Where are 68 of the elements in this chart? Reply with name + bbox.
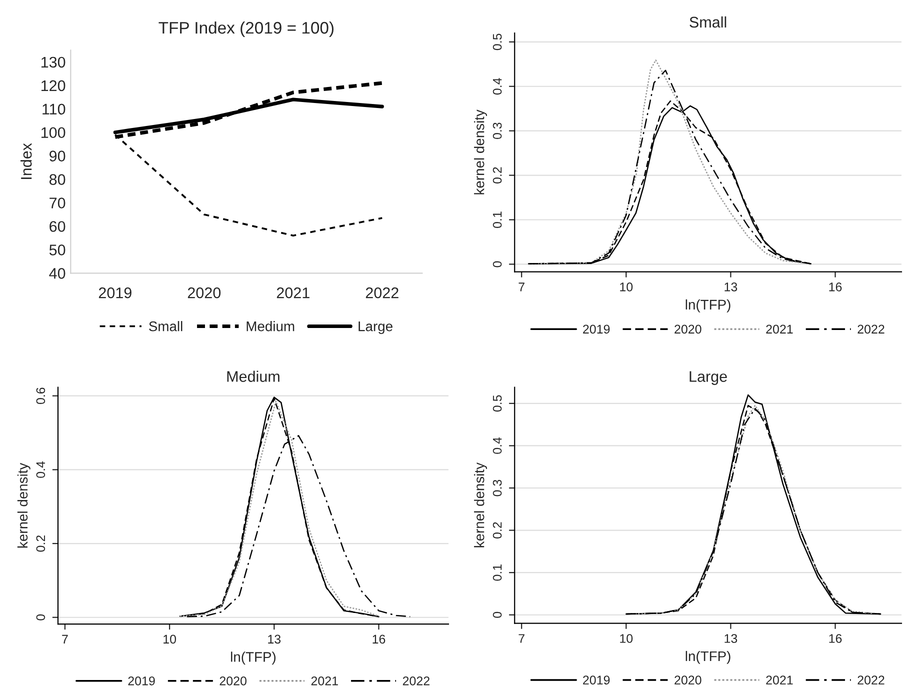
x-tick-label: 13 xyxy=(724,634,738,643)
y-tick-label: 0 xyxy=(492,261,502,268)
y-tick-label: 80 xyxy=(49,174,66,185)
y-tick-label: 0.1 xyxy=(492,564,502,581)
y-axis-title: kernel density xyxy=(17,462,30,548)
legend-label: 2021 xyxy=(766,324,793,334)
legend-label: 2021 xyxy=(311,676,338,686)
x-axis-title: ln(TFP) xyxy=(686,299,730,312)
y-tick-label: 0 xyxy=(492,612,502,618)
y-tick-label: 70 xyxy=(50,198,66,208)
legend-label: Medium xyxy=(246,321,294,332)
chart-title: Medium xyxy=(227,370,280,382)
x-tick-label: 10 xyxy=(620,282,633,292)
x-axis-title: ln(TFP) xyxy=(686,650,730,664)
chart-title: Small xyxy=(690,16,726,28)
x-tick-label: 2019 xyxy=(98,287,132,298)
x-tick-label: 16 xyxy=(829,282,842,292)
x-tick-label: 2022 xyxy=(366,287,398,298)
legend-label: 2020 xyxy=(674,324,702,334)
y-tick-label: 40 xyxy=(49,268,66,279)
y-tick-label: 0.4 xyxy=(492,437,502,454)
x-tick-label: 13 xyxy=(724,282,738,292)
y-tick-label: 0.4 xyxy=(492,78,502,95)
chart-title: TFP Index (2019 = 100) xyxy=(158,21,334,38)
legend-label: 2019 xyxy=(583,676,610,684)
x-tick-label: 7 xyxy=(62,634,68,644)
x-tick-label: 10 xyxy=(620,634,633,643)
y-tick-label: 0.3 xyxy=(492,122,502,140)
y-tick-label: 0.5 xyxy=(492,395,502,412)
y-tick-label: 0.3 xyxy=(492,480,502,496)
legend-label: Small xyxy=(149,321,182,332)
y-tick-label: 0.6 xyxy=(36,388,46,404)
legend-label: Large xyxy=(358,322,392,334)
y-tick-label: 60 xyxy=(50,221,66,232)
y-tick-label: 90 xyxy=(50,150,66,162)
y-tick-label: 0.2 xyxy=(36,535,46,552)
y-tick-label: 50 xyxy=(49,244,66,256)
legend-label: 2022 xyxy=(858,676,884,684)
x-tick-label: 2020 xyxy=(188,287,221,298)
legend-label: 2021 xyxy=(766,676,793,684)
y-tick-label: 0 xyxy=(36,614,46,620)
legend-label: 2019 xyxy=(128,676,155,686)
y-tick-label: 120 xyxy=(41,80,66,92)
chart-title: Large xyxy=(690,371,727,385)
x-tick-label: 10 xyxy=(164,634,176,644)
y-tick-label: 0.1 xyxy=(492,212,502,228)
legend-label: 2019 xyxy=(583,324,610,334)
y-tick-label: 0.5 xyxy=(492,34,502,50)
legend-label: 2022 xyxy=(858,324,884,334)
y-tick-label: 100 xyxy=(41,127,66,138)
y-axis-title: kernel density xyxy=(474,462,487,548)
y-tick-label: 0.2 xyxy=(492,522,502,538)
legend-label: 2022 xyxy=(402,676,430,686)
x-tick-label: 13 xyxy=(268,634,281,644)
y-tick-label: 110 xyxy=(42,104,66,115)
x-axis-title: ln(TFP) xyxy=(231,652,276,665)
y-axis-title: Index xyxy=(20,143,32,179)
x-tick-label: 16 xyxy=(829,634,842,643)
y-tick-label: 130 xyxy=(41,56,66,68)
x-tick-label: 7 xyxy=(518,282,524,292)
x-tick-label: 7 xyxy=(518,634,524,643)
legend-label: 2020 xyxy=(220,676,246,686)
x-tick-label: 2021 xyxy=(276,287,310,298)
y-tick-label: 0.2 xyxy=(492,167,502,184)
x-tick-label: 16 xyxy=(372,634,386,644)
y-tick-label: 0.4 xyxy=(36,461,46,478)
legend-label: 2020 xyxy=(674,676,702,684)
y-axis-title: kernel density xyxy=(474,110,487,194)
